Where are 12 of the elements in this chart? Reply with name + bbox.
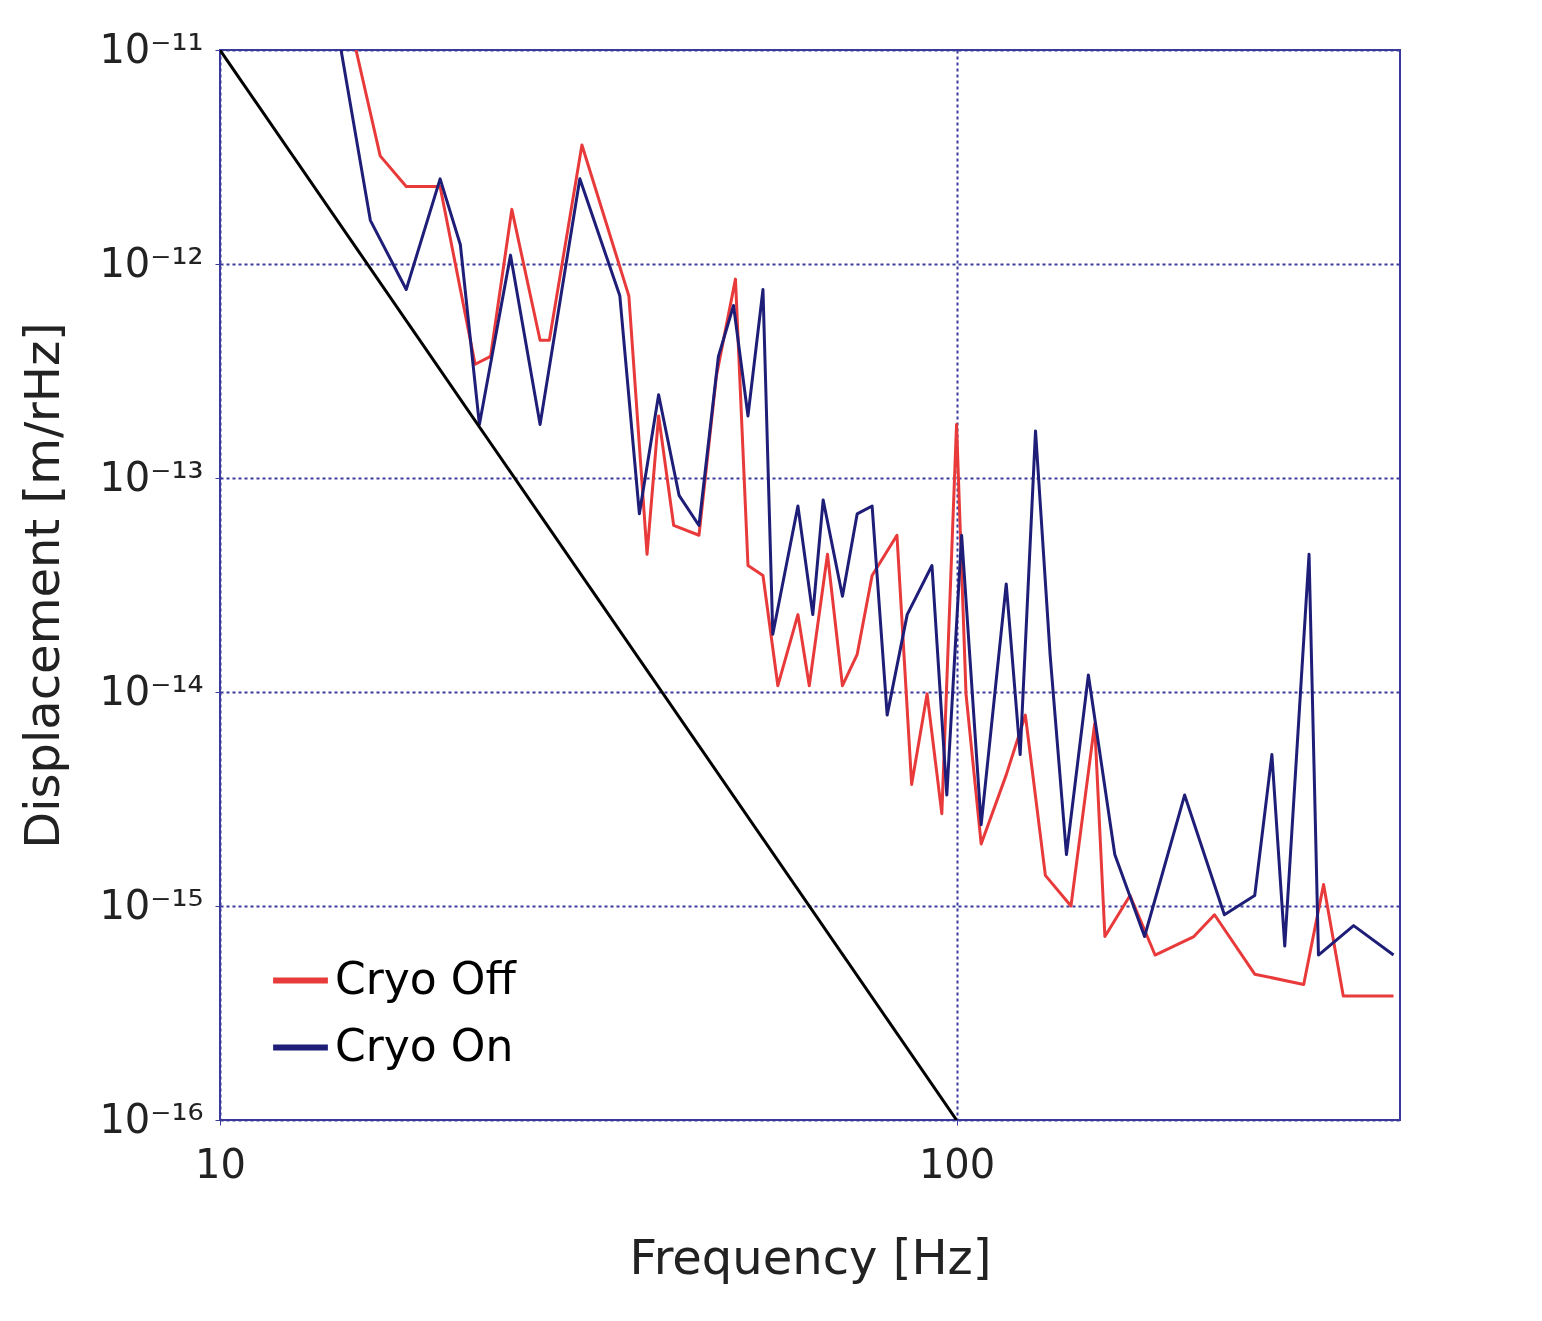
y-tick-label: 10⁻¹²	[99, 239, 204, 286]
legend-label: Cryo On	[335, 1019, 514, 1071]
legend-label: Cryo Off	[335, 952, 518, 1004]
x-axis-title: Frequency [Hz]	[629, 1228, 992, 1285]
y-tick-label: 10⁻¹¹	[99, 25, 204, 72]
y-axis-title: Displacement [m/rHz]	[14, 322, 71, 849]
y-tick-label: 10⁻¹⁶	[99, 1095, 204, 1142]
x-tick-label: 10	[195, 1140, 246, 1187]
y-tick-label: 10⁻¹⁵	[99, 881, 204, 928]
x-tick-label: 100	[918, 1140, 996, 1187]
y-tick-label: 10⁻¹³	[99, 453, 204, 500]
y-tick-label: 10⁻¹⁴	[99, 667, 204, 714]
